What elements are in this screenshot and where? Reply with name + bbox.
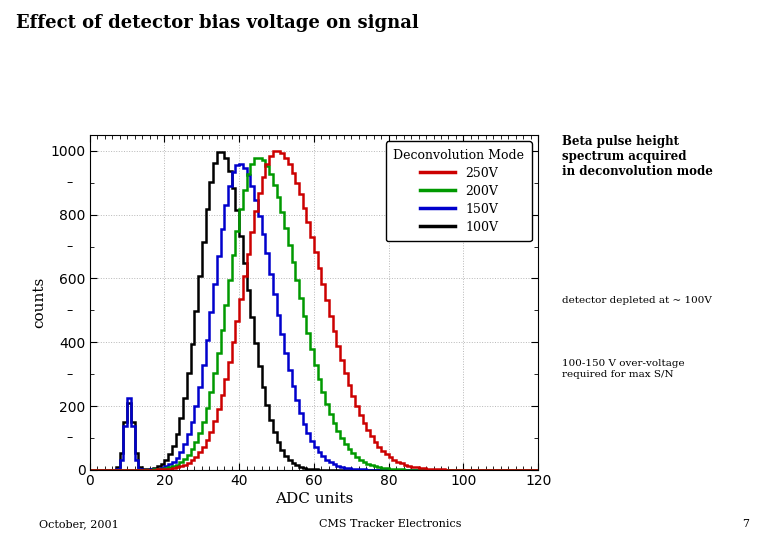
Legend: 250V, 200V, 150V, 100V: 250V, 200V, 150V, 100V bbox=[386, 141, 532, 241]
Text: CMS Tracker Electronics: CMS Tracker Electronics bbox=[319, 519, 461, 529]
Y-axis label: counts: counts bbox=[32, 277, 46, 328]
Text: October, 2001: October, 2001 bbox=[39, 519, 119, 529]
Text: –: – bbox=[66, 240, 73, 253]
Text: Beta pulse height
spectrum acquired
in deconvolution mode: Beta pulse height spectrum acquired in d… bbox=[562, 135, 712, 178]
Text: 7: 7 bbox=[742, 519, 749, 529]
Text: –: – bbox=[66, 431, 73, 444]
Text: –: – bbox=[66, 177, 73, 190]
X-axis label: ADC units: ADC units bbox=[275, 492, 353, 506]
Text: 100-150 V over-voltage
required for max S/N: 100-150 V over-voltage required for max … bbox=[562, 359, 684, 379]
Text: –: – bbox=[66, 368, 73, 381]
Text: –: – bbox=[66, 304, 73, 317]
Text: detector depleted at ~ 100V: detector depleted at ~ 100V bbox=[562, 296, 711, 305]
Text: Effect of detector bias voltage on signal: Effect of detector bias voltage on signa… bbox=[16, 14, 418, 31]
